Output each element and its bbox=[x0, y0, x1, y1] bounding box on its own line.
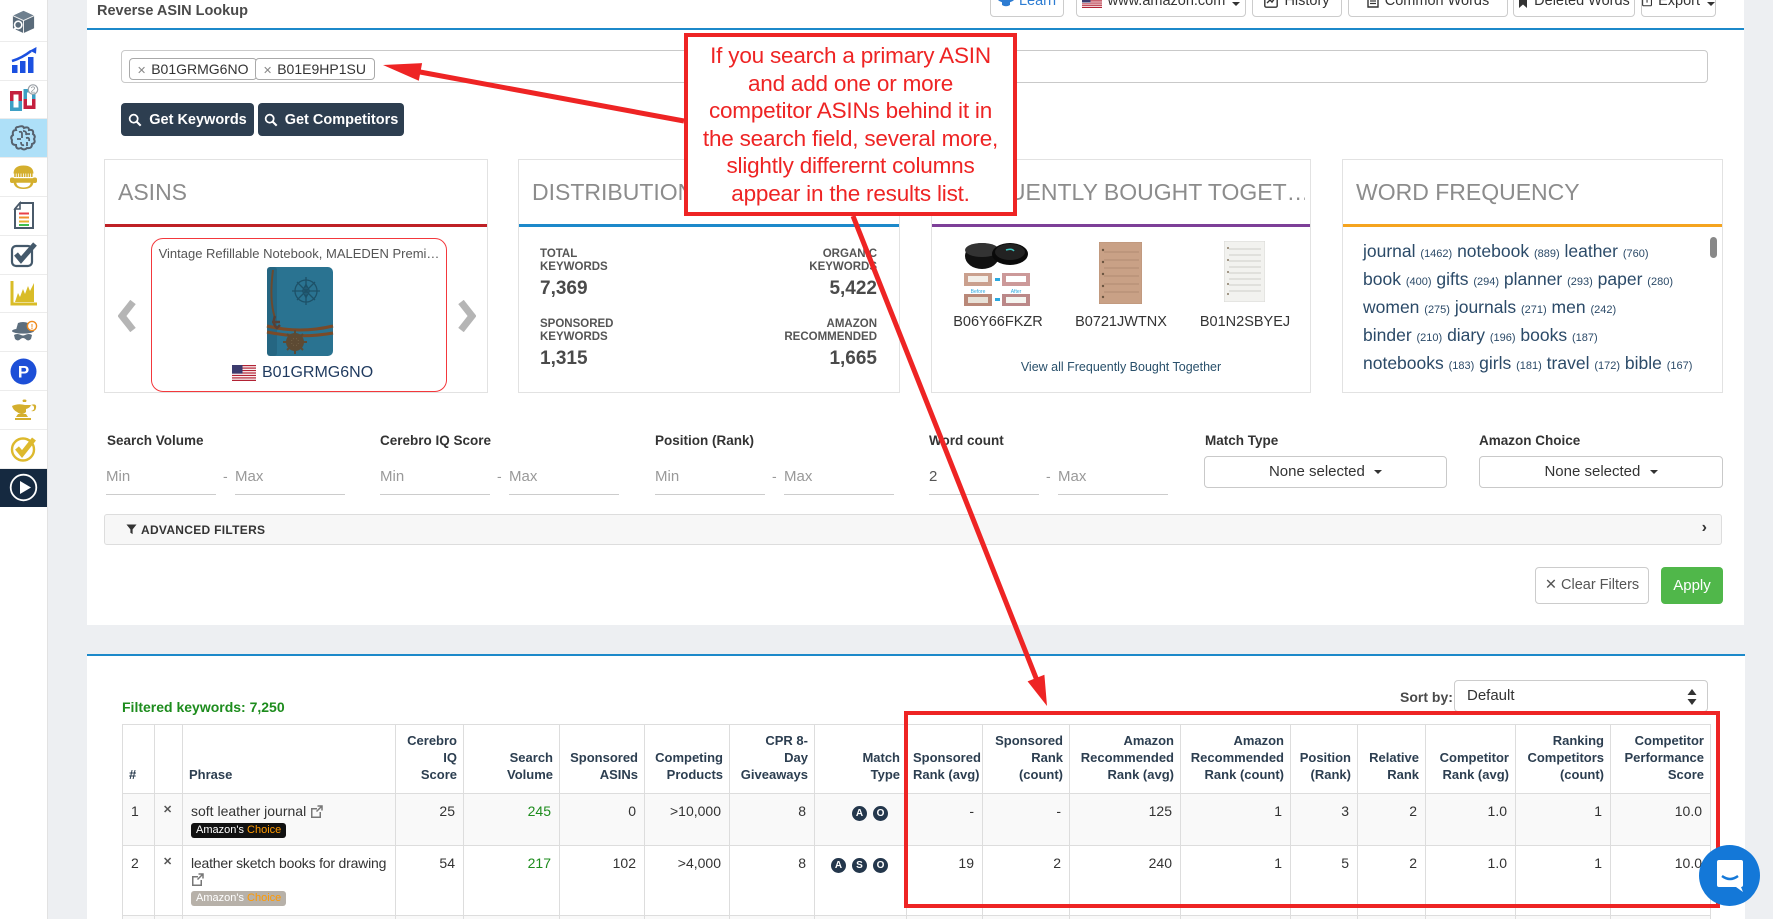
svg-text:!: ! bbox=[30, 322, 33, 331]
svg-text:P: P bbox=[18, 362, 29, 381]
svg-text:2: 2 bbox=[30, 85, 35, 95]
